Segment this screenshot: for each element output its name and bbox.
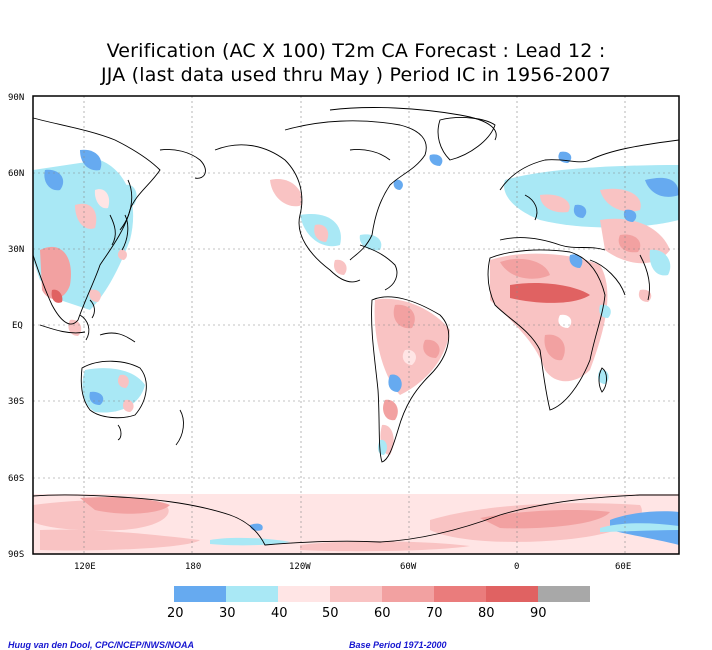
longitude-labels: 120E 180 120W 60W 0 60E <box>74 562 631 572</box>
base-period-note: Base Period 1971-2000 <box>349 640 447 650</box>
author-credit: Huug van den Dool, CPC/NCEP/NWS/NOAA <box>8 640 195 650</box>
lon-label: 60W <box>400 562 417 572</box>
lat-label: 30N <box>8 245 24 255</box>
lat-label: 90S <box>8 550 24 560</box>
lon-label: 120E <box>74 562 96 572</box>
coastlines <box>32 107 680 546</box>
lon-label: 180 <box>185 562 201 572</box>
colorbar-swatch <box>174 586 226 602</box>
colorbar-swatch <box>278 586 330 602</box>
colorbar-swatch <box>538 586 590 602</box>
correlation-shading <box>33 149 679 554</box>
lon-label: 60E <box>615 562 631 572</box>
map-frame <box>32 95 680 555</box>
lon-label: 120W <box>289 562 311 572</box>
colorbar-label: 80 <box>478 606 495 621</box>
map-title-line-2: JJA (last data used thru May ) Period IC… <box>100 64 612 86</box>
map-title-line-1: Verification (AC X 100) T2m CA Forecast … <box>106 40 606 62</box>
lat-label: 30S <box>8 397 24 407</box>
colorbar-label: 20 <box>167 606 184 621</box>
lat-label: EQ <box>12 321 23 331</box>
lat-label: 90N <box>8 93 24 103</box>
colorbar-swatch <box>330 586 382 602</box>
colorbar-swatch <box>486 586 538 602</box>
colorbar-swatch <box>434 586 486 602</box>
colorbar <box>174 586 590 602</box>
latitude-labels: 90N 60N 30N EQ 30S 60S 90S <box>8 93 24 560</box>
colorbar-label: 40 <box>271 606 288 621</box>
colorbar-label: 90 <box>530 606 547 621</box>
lat-label: 60N <box>8 169 24 179</box>
lon-label: 0 <box>514 562 519 572</box>
colorbar-swatch <box>382 586 434 602</box>
colorbar-label: 60 <box>374 606 391 621</box>
colorbar-label: 50 <box>322 606 339 621</box>
colorbar-label: 70 <box>426 606 443 621</box>
lat-label: 60S <box>8 474 24 484</box>
colorbar-label: 30 <box>219 606 236 621</box>
colorbar-swatch <box>226 586 278 602</box>
colorbar-labels: 20 30 40 50 60 70 80 90 <box>167 606 547 621</box>
